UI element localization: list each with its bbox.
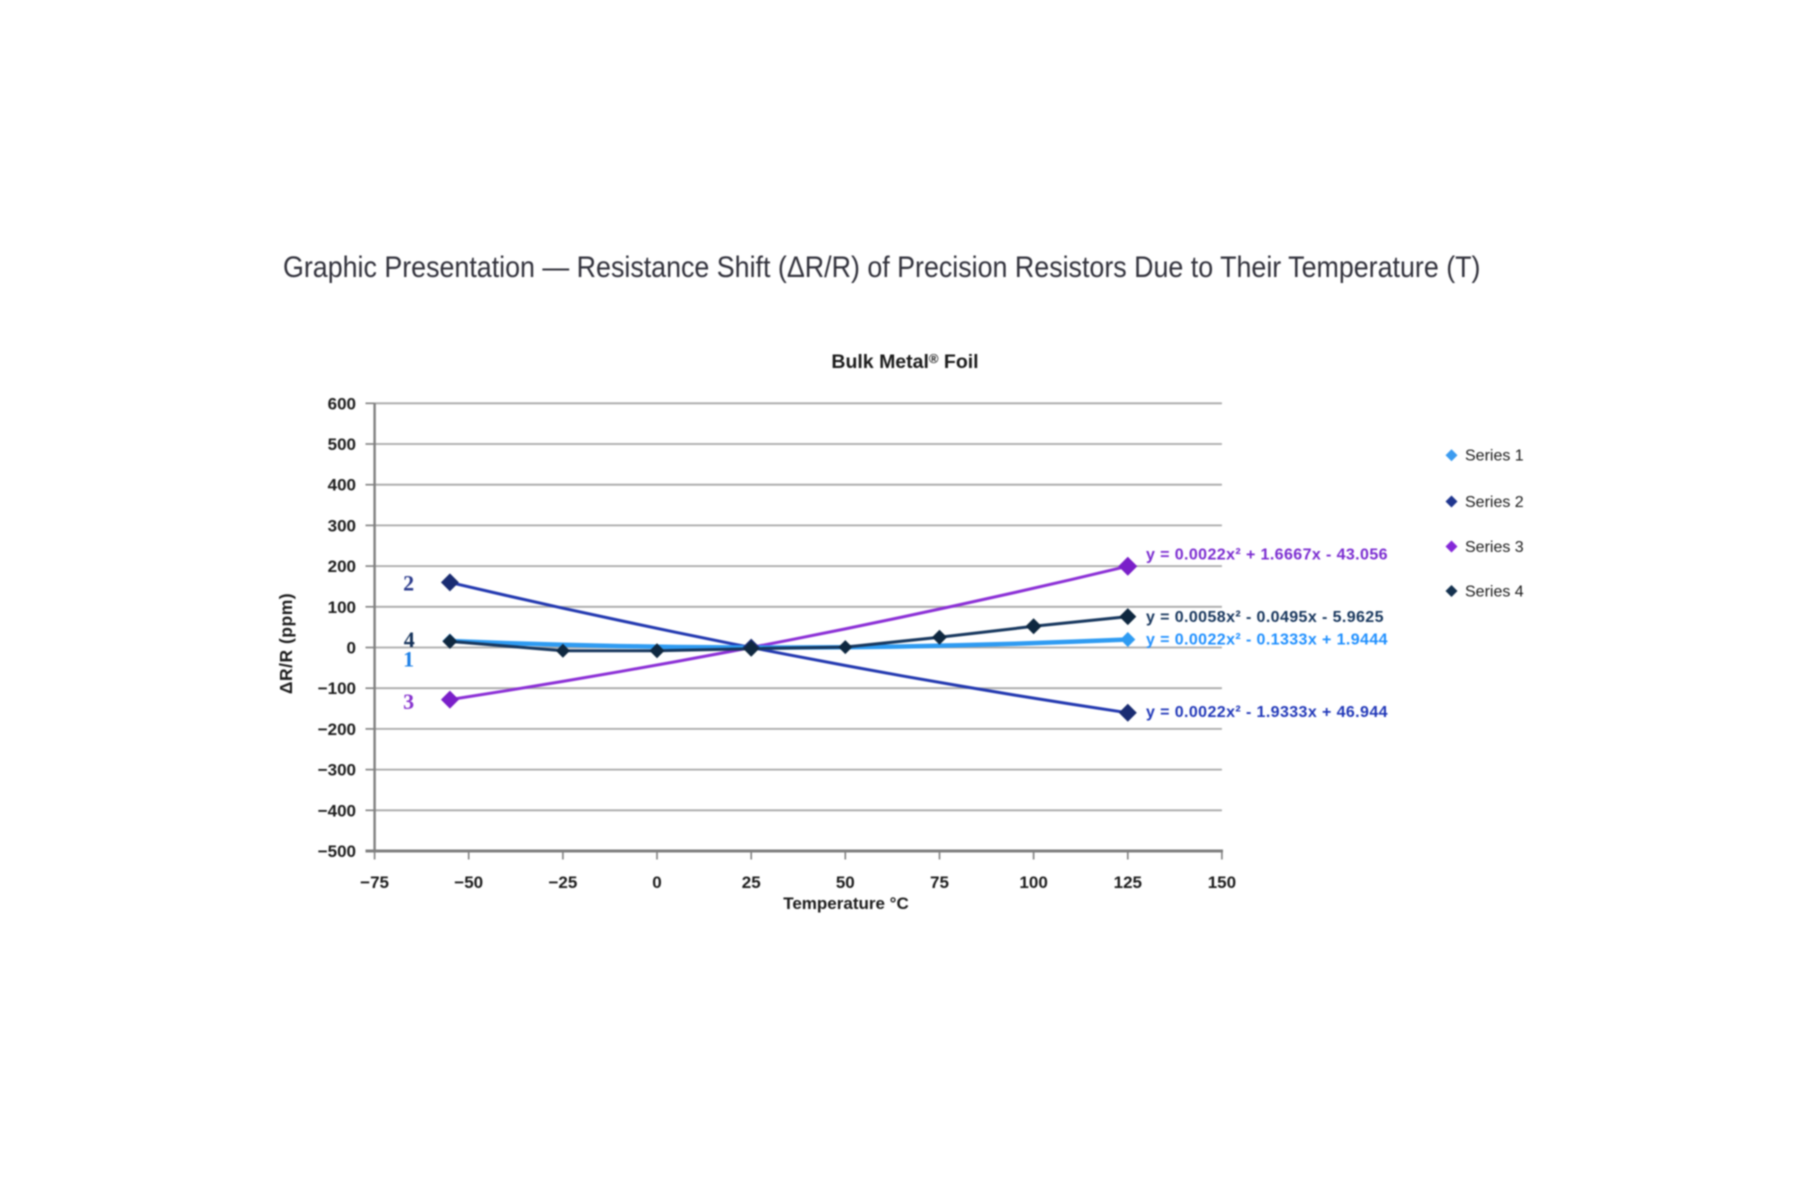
svg-text:75: 75: [930, 873, 949, 892]
svg-text:−25: −25: [548, 873, 577, 892]
svg-text:1: 1: [403, 647, 414, 672]
svg-text:−300: −300: [318, 761, 356, 780]
svg-text:2: 2: [403, 570, 414, 595]
svg-text:−50: −50: [454, 873, 483, 892]
svg-text:−75: −75: [360, 873, 389, 892]
svg-text:125: 125: [1114, 873, 1142, 892]
svg-text:25: 25: [742, 873, 761, 892]
svg-text:200: 200: [328, 557, 356, 576]
svg-text:Series 1: Series 1: [1465, 448, 1524, 465]
svg-text:Series 2: Series 2: [1465, 494, 1524, 511]
svg-text:100: 100: [1019, 873, 1047, 892]
svg-text:−100: −100: [318, 679, 356, 698]
svg-text:150: 150: [1208, 873, 1236, 892]
svg-text:4: 4: [404, 627, 415, 652]
svg-text:−400: −400: [318, 801, 356, 820]
svg-text:−200: −200: [318, 720, 356, 739]
svg-text:3: 3: [403, 689, 414, 714]
svg-text:y = 0.0058x² - 0.0495x - 5.962: y = 0.0058x² - 0.0495x - 5.9625: [1146, 609, 1384, 626]
svg-text:Bulk Metal® Foil: Bulk Metal® Foil: [831, 351, 978, 373]
svg-text:y = 0.0022x² + 1.6667x - 43.05: y = 0.0022x² + 1.6667x - 43.056: [1146, 546, 1388, 563]
svg-text:300: 300: [328, 516, 356, 535]
svg-text:Series 4: Series 4: [1465, 584, 1524, 601]
svg-text:0: 0: [347, 639, 356, 658]
svg-text:y = 0.0022x² - 0.1333x + 1.944: y = 0.0022x² - 0.1333x + 1.9444: [1146, 632, 1388, 649]
svg-text:100: 100: [328, 598, 356, 617]
svg-text:ΔR/R (ppm): ΔR/R (ppm): [276, 593, 296, 694]
svg-text:600: 600: [328, 394, 356, 413]
svg-text:400: 400: [328, 476, 356, 495]
svg-text:Temperature °C: Temperature °C: [783, 894, 909, 913]
svg-text:y = 0.0022x² - 1.9333x + 46.94: y = 0.0022x² - 1.9333x + 46.944: [1146, 704, 1388, 721]
svg-text:−500: −500: [318, 842, 356, 861]
svg-text:0: 0: [652, 873, 661, 892]
svg-text:50: 50: [836, 873, 855, 892]
svg-text:Series 3: Series 3: [1465, 539, 1524, 556]
svg-text:500: 500: [328, 435, 356, 454]
